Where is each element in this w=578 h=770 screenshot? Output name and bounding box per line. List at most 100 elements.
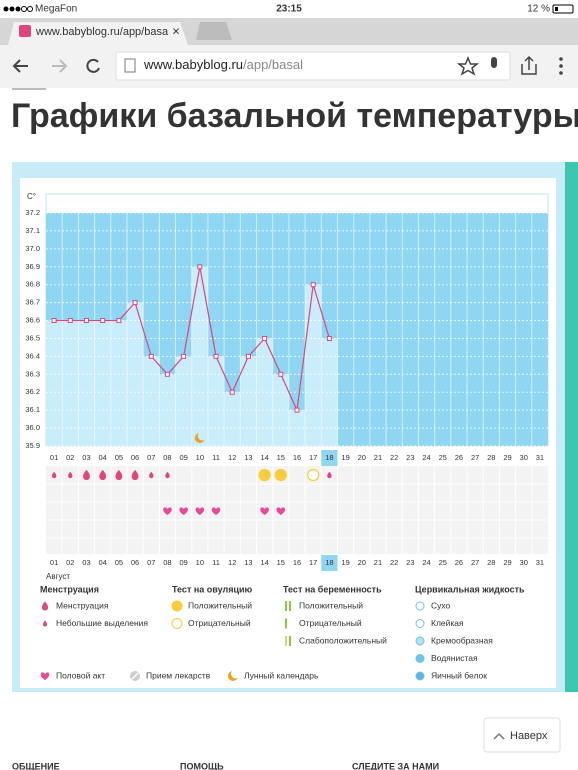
legend-icon: [171, 618, 183, 629]
point: [278, 371, 284, 377]
legend-item: Сухо: [431, 600, 451, 610]
x-tick-label: 01: [50, 453, 58, 462]
legend-icon: [415, 636, 425, 646]
x-tick-label: 12: [228, 453, 236, 462]
x-tick-label: 13: [244, 558, 252, 567]
legend-item: Положительный: [188, 600, 252, 610]
x-tick-label: 23: [406, 558, 414, 567]
x-tick-label: 30: [520, 453, 528, 462]
new-tab[interactable]: [196, 22, 232, 40]
point: [100, 318, 106, 324]
reload[interactable]: [86, 58, 100, 73]
x-tick-label: 27: [471, 558, 479, 567]
bar: [110, 320, 127, 446]
footer-heading: СЛЕДИТЕ ЗА НАМИ: [352, 761, 439, 770]
y-tick-label: 36.6: [25, 316, 40, 325]
y-tick-label: 37.1: [25, 226, 40, 235]
x-tick-label: 30: [520, 558, 528, 567]
highlight-box: [321, 555, 338, 571]
bookmark[interactable]: [456, 56, 480, 76]
point: [67, 318, 73, 324]
y-tick-label: 37.0: [25, 244, 40, 253]
point: [294, 407, 300, 413]
point: [197, 264, 203, 270]
point: [310, 282, 316, 288]
x-tick-label: 26: [455, 558, 463, 567]
x-tick-label: 25: [439, 453, 447, 462]
intercourse-marker: [211, 507, 221, 515]
legend-icon: [285, 601, 287, 611]
url-host: www.babyblog.ru: [143, 57, 243, 72]
legend-icon: [285, 636, 287, 646]
x-tick-label: 26: [455, 453, 463, 462]
legend-item: Прием лекарств: [146, 670, 211, 680]
legend-item: Яичный белок: [431, 670, 487, 680]
legend-icon: [289, 601, 291, 611]
bar: [272, 374, 289, 446]
x-tick-label: 12: [228, 558, 236, 567]
x-tick-label: 10: [196, 453, 204, 462]
x-tick-label: 01: [50, 558, 58, 567]
legend-icon: [41, 601, 49, 611]
x-tick-label: 13: [244, 453, 252, 462]
bar: [321, 338, 338, 446]
menu[interactable]: [559, 57, 563, 75]
x-tick-label: 10: [196, 558, 204, 567]
x-tick-label: 06: [131, 453, 139, 462]
x-tick-label: 29: [503, 453, 511, 462]
up-arrow: [493, 732, 505, 740]
y-tick-label: 36.2: [25, 387, 40, 396]
x-tick-label: 23: [406, 453, 414, 462]
legend-item: Положительный: [299, 600, 363, 610]
favicon: [19, 25, 31, 37]
tab[interactable]: [8, 22, 188, 45]
ovulation-marker: [307, 468, 320, 482]
mic[interactable]: [491, 57, 497, 68]
tab-close[interactable]: ×: [172, 23, 180, 38]
share[interactable]: [521, 55, 537, 75]
legend-icon: [40, 672, 50, 680]
menstruation-marker: [165, 471, 170, 479]
temperature-line: [54, 266, 330, 413]
x-axis-label: Август: [46, 572, 70, 581]
bar: [46, 320, 63, 446]
x-tick-label: 31: [536, 558, 544, 567]
back[interactable]: [12, 59, 28, 73]
signal: [3, 6, 33, 12]
x-tick-label: 07: [147, 453, 155, 462]
moon-shadow: [197, 431, 207, 441]
x-tick-label: 15: [277, 453, 285, 462]
x-tick-label: 29: [503, 558, 511, 567]
x-tick-label: 27: [471, 453, 479, 462]
legend-item: Кремообразная: [431, 635, 493, 645]
legend-item: Водянистая: [431, 653, 478, 663]
menstruation-marker: [68, 471, 73, 479]
divider: [12, 88, 46, 90]
bar: [240, 356, 257, 446]
intercourse-marker: [163, 507, 172, 515]
x-tick-label: 09: [179, 453, 187, 462]
legend-title: Тест на овуляцию: [172, 584, 253, 594]
legend-item: Отрицательный: [188, 618, 251, 628]
x-tick-label: 20: [358, 453, 366, 462]
menstruation-marker: [131, 470, 139, 480]
x-tick-label: 15: [277, 558, 285, 567]
x-tick-label: 22: [390, 453, 398, 462]
x-tick-label: 19: [341, 453, 349, 462]
legend-icon: [415, 601, 425, 611]
point: [181, 353, 187, 359]
x-tick-label: 14: [260, 558, 268, 567]
y-tick-label: 36.8: [25, 280, 40, 289]
forward[interactable]: [52, 59, 68, 73]
back-to-top[interactable]: [483, 717, 561, 753]
x-tick-label: 09: [179, 558, 187, 567]
url-bar[interactable]: [115, 51, 511, 81]
side-tab[interactable]: [565, 162, 578, 692]
x-tick-label: 02: [66, 558, 74, 567]
legend-icon: [231, 669, 240, 679]
url-path: /app/basal: [243, 57, 303, 72]
bar: [94, 320, 111, 446]
y-tick-label: 35.9: [25, 441, 40, 450]
legend-icon: [171, 600, 183, 612]
x-tick-label: 28: [487, 453, 495, 462]
